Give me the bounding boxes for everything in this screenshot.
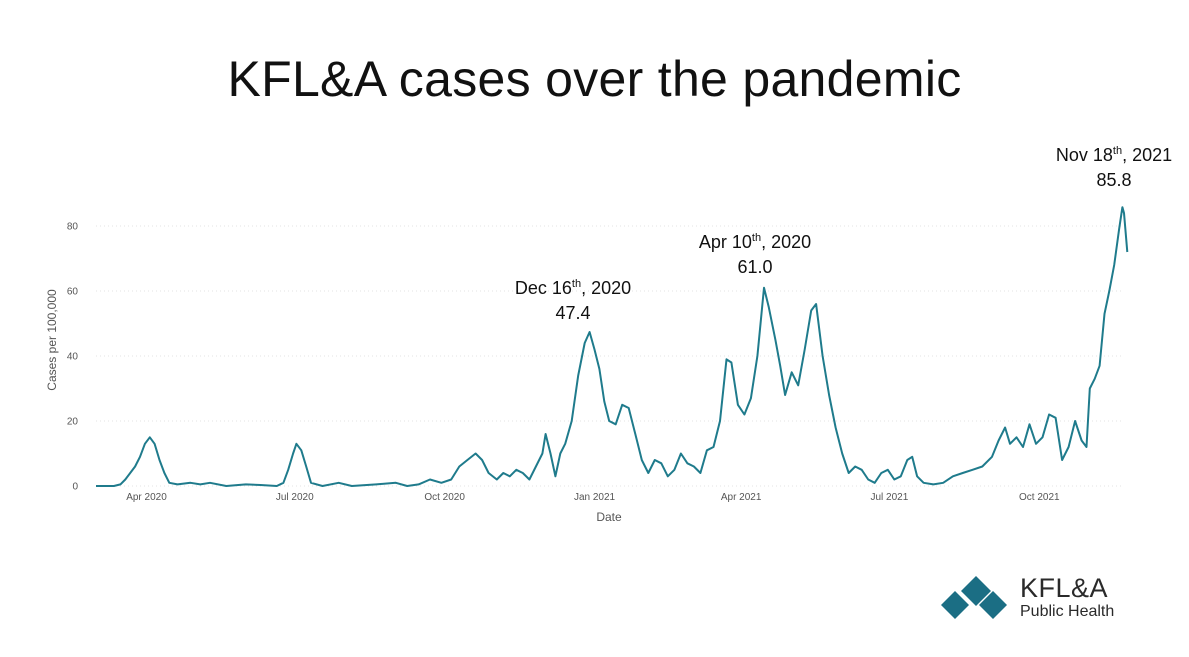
x-tick-label: Apr 2021 [721,492,762,503]
slide-title: KFL&A cases over the pandemic [227,51,962,107]
annotation-date: Dec 16 [514,278,572,298]
annotation-nov-peak: Nov 18th, 2021 85.8 [1014,143,1189,193]
y-tick-label: 0 [72,482,78,493]
y-tick-label: 20 [67,417,79,428]
x-tick-label: Oct 2021 [1019,492,1060,503]
kfla-logo: KFL&A Public Health [938,574,1138,624]
y-axis-title: Cases per 100,000 [45,289,59,391]
x-axis-ticks: Apr 2020 Jul 2020 Oct 2020 Jan 2021 Apr 2021… [126,492,1060,503]
y-tick-label: 60 [67,287,79,298]
annotation-dec-peak: Dec 16th, 2020 47.4 [473,276,673,326]
annotation-value: 61.0 [737,257,773,277]
grid-lines [96,225,1124,487]
diamond-logo-icon [941,576,1007,619]
annotation-value: 85.8 [1096,170,1132,190]
annotation-date: Nov 18 [1055,145,1113,165]
y-axis-ticks: 0 20 40 60 80 [67,222,79,493]
annotation-value: 47.4 [555,303,591,323]
logo-name: KFL&A [1020,573,1109,603]
annotation-date: Apr 10 [698,232,752,252]
x-tick-label: Jan 2021 [574,492,616,503]
x-tick-label: Jul 2020 [276,492,314,503]
x-tick-label: Jul 2021 [870,492,908,503]
y-tick-label: 40 [67,352,79,363]
annotation-apr-peak: Apr 10th, 2020 61.0 [655,230,855,280]
cases-series-line [96,206,1129,487]
logo-subtitle: Public Health [1020,603,1115,620]
x-axis-title: Date [596,510,622,524]
y-tick-label: 80 [67,222,79,233]
x-tick-label: Oct 2020 [424,492,465,503]
x-tick-label: Apr 2020 [126,492,167,503]
